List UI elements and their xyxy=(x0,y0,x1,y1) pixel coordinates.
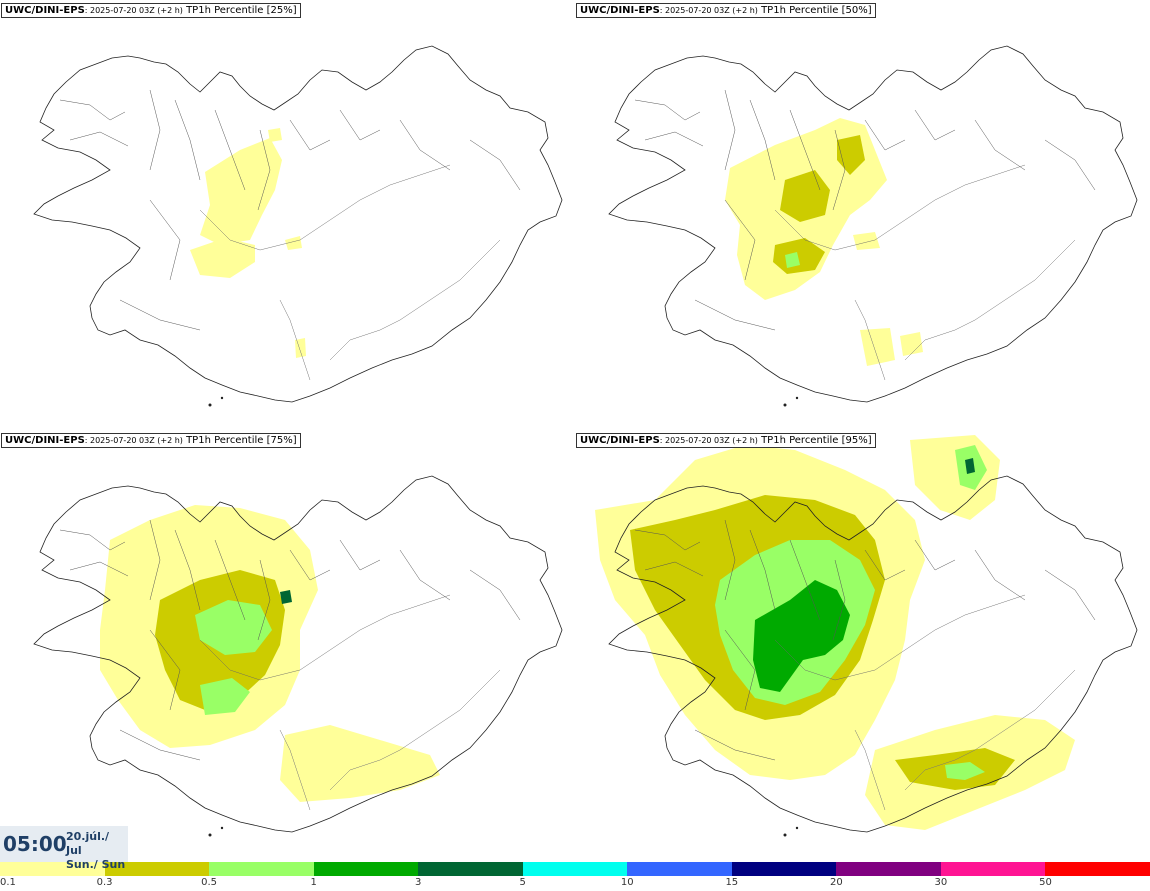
legend-labels: 0.1 0.3 0.5 1 3 5 10 15 20 30 50 xyxy=(0,877,1150,891)
legend-swatch xyxy=(522,862,628,876)
run-time: : 2025-07-20 03Z (+2 h) xyxy=(659,436,758,445)
legend-swatch xyxy=(731,862,837,876)
legend-swatch xyxy=(940,862,1046,876)
map-panel-p75: UWC/DINI-EPS: 2025-07-20 03Z (+2 h) TP1h… xyxy=(0,430,575,860)
valid-hour: 05:00 xyxy=(3,832,67,856)
precip-overlay xyxy=(595,435,1075,830)
valid-time-box: 05:00 20.júl./ Jul Sun./ Sun xyxy=(0,826,128,871)
valid-date: 20.júl./ Jul Sun./ Sun xyxy=(66,830,128,872)
panel-title: UWC/DINI-EPS: 2025-07-20 03Z (+2 h) TP1h… xyxy=(576,433,876,448)
model-name: UWC/DINI-EPS xyxy=(580,5,660,16)
precip-map xyxy=(608,45,1138,407)
panel-title: UWC/DINI-EPS: 2025-07-20 03Z (+2 h) TP1h… xyxy=(1,3,301,18)
legend-tick-label: 1 xyxy=(310,877,317,888)
panel-title: UWC/DINI-EPS: 2025-07-20 03Z (+2 h) TP1h… xyxy=(1,433,301,448)
precip-map xyxy=(33,475,563,837)
map-panel-p95: UWC/DINI-EPS: 2025-07-20 03Z (+2 h) TP1h… xyxy=(575,430,1150,860)
legend-tick-label: 0.3 xyxy=(96,877,113,888)
model-name: UWC/DINI-EPS xyxy=(580,435,660,446)
map-panel-p25: UWC/DINI-EPS: 2025-07-20 03Z (+2 h) TP1h… xyxy=(0,0,575,430)
run-time: : 2025-07-20 03Z (+2 h) xyxy=(84,6,183,15)
legend-swatch xyxy=(1045,862,1150,876)
legend-tick-label: 50 xyxy=(1039,877,1052,888)
legend-tick-label: 10 xyxy=(620,877,634,888)
legend-color-bar xyxy=(0,862,1150,876)
legend-swatch xyxy=(209,862,314,876)
legend-tick-label: 3 xyxy=(414,877,422,888)
legend-swatch xyxy=(836,862,941,876)
panel-title: UWC/DINI-EPS: 2025-07-20 03Z (+2 h) TP1h… xyxy=(576,3,876,18)
model-name: UWC/DINI-EPS xyxy=(5,5,85,16)
legend-tick-label: 30 xyxy=(934,877,948,888)
product-name: TP1h Percentile [50%] xyxy=(761,5,872,16)
legend-tick-label: 5 xyxy=(519,877,526,888)
run-time: : 2025-07-20 03Z (+2 h) xyxy=(659,6,758,15)
precip-map xyxy=(33,45,563,407)
precip-overlay xyxy=(190,128,306,358)
legend-tick-label: 15 xyxy=(725,877,739,888)
legend-swatch xyxy=(0,862,105,876)
legend-swatch xyxy=(313,862,419,876)
precip-overlay xyxy=(100,505,440,802)
precip-map xyxy=(595,435,1138,837)
legend-swatch xyxy=(627,862,732,876)
legend-swatch xyxy=(418,862,523,876)
legend-tick-label: 0.1 xyxy=(0,877,16,888)
run-time: : 2025-07-20 03Z (+2 h) xyxy=(84,436,183,445)
legend-tick-label: 20 xyxy=(829,877,843,888)
color-legend: 0.1 0.3 0.5 1 3 5 10 15 20 30 50 xyxy=(0,862,1150,891)
product-name: TP1h Percentile [25%] xyxy=(186,5,297,16)
legend-swatch xyxy=(104,862,210,876)
legend-tick-label: 0.5 xyxy=(201,877,218,888)
model-name: UWC/DINI-EPS xyxy=(5,435,85,446)
product-name: TP1h Percentile [95%] xyxy=(761,435,872,446)
product-name: TP1h Percentile [75%] xyxy=(186,435,297,446)
valid-date-line1: 20.júl./ Jul xyxy=(66,830,110,857)
map-panel-p50: UWC/DINI-EPS: 2025-07-20 03Z (+2 h) TP1h… xyxy=(575,0,1150,430)
valid-date-line2: Sun./ Sun xyxy=(66,858,126,871)
